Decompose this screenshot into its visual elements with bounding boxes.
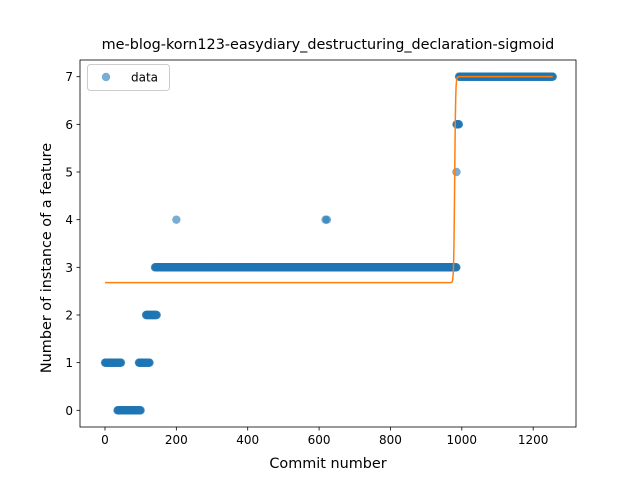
plot-area <box>100 72 558 415</box>
x-tick-label: 0 <box>101 433 109 447</box>
x-tick-label: 1000 <box>447 433 478 447</box>
legend: data <box>87 64 170 91</box>
chart-title: me-blog-korn123-easydiary_destructuring_… <box>102 37 555 53</box>
legend-box <box>87 64 170 91</box>
data-point <box>172 215 181 224</box>
x-tick-label: 600 <box>308 433 331 447</box>
y-tick-label: 6 <box>65 118 73 132</box>
data-point <box>452 263 461 272</box>
y-tick-label: 3 <box>65 261 73 275</box>
y-tick-label: 5 <box>65 166 73 180</box>
y-tick-label: 7 <box>65 70 73 84</box>
data-point <box>322 215 332 224</box>
data-point <box>152 310 161 320</box>
y-tick-label: 0 <box>65 404 73 418</box>
axes: 0 200 400 600 800 1000 1200 0 1 2 3 4 5 6 7 <box>65 59 577 447</box>
x-tick-label: 400 <box>236 433 259 447</box>
data-point <box>136 406 145 415</box>
axes-frame <box>79 59 577 428</box>
x-tick-label: 800 <box>379 433 402 447</box>
x-tick-label: 200 <box>165 433 188 447</box>
y-tick-label: 4 <box>65 213 73 227</box>
legend-label: data <box>131 71 158 85</box>
y-axis-label: Number of instance of a feature <box>39 143 55 373</box>
data-point <box>145 358 154 367</box>
y-tick-label: 2 <box>65 308 73 322</box>
data-point <box>116 358 126 367</box>
x-axis-label: Commit number <box>269 456 386 472</box>
x-tick-label: 1200 <box>518 433 549 447</box>
data-series <box>100 72 558 415</box>
data-point <box>452 167 461 177</box>
legend-marker <box>101 72 111 82</box>
data-point <box>454 120 464 129</box>
y-tick-label: 1 <box>65 356 73 370</box>
fit-line <box>104 75 553 284</box>
